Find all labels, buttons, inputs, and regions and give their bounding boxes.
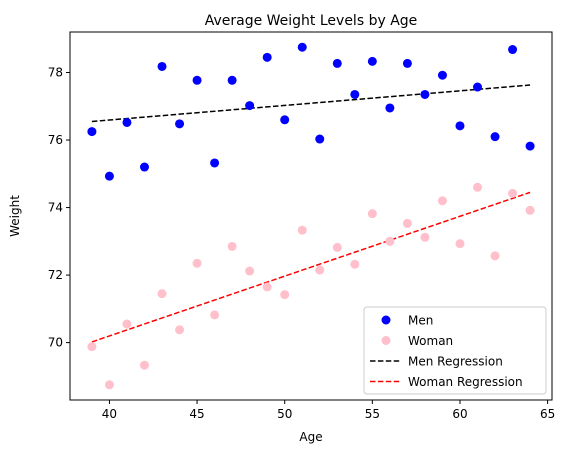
scatter-point-0-1 bbox=[104, 171, 114, 181]
scatter-point-0-13 bbox=[315, 134, 325, 144]
scatter-point-0-2 bbox=[122, 117, 132, 127]
scatter-point-1-7 bbox=[210, 310, 220, 320]
scatter-point-0-25 bbox=[525, 141, 535, 151]
axis-ticks: 40 45 50 55 60 65 70 72 74 76 78 bbox=[48, 66, 556, 421]
scatter-point-1-12 bbox=[297, 225, 307, 235]
regression-line-3 bbox=[91, 191, 531, 343]
legend: Men Woman Men Regression Woman Regression bbox=[363, 306, 547, 395]
y-axis-title: Weight bbox=[8, 195, 22, 237]
scatter-point-1-18 bbox=[402, 218, 412, 228]
legend-label-1: Woman bbox=[408, 334, 453, 348]
scatter-point-0-11 bbox=[280, 115, 290, 125]
scatter-point-1-2 bbox=[122, 319, 132, 329]
scatter-point-0-20 bbox=[437, 70, 447, 80]
scatter-point-0-16 bbox=[367, 56, 377, 66]
scatter-point-0-0 bbox=[87, 127, 97, 137]
scatter-point-1-14 bbox=[332, 242, 342, 252]
scatter-point-1-8 bbox=[227, 241, 237, 251]
scatter-point-1-19 bbox=[420, 232, 430, 242]
legend-marker-0 bbox=[381, 315, 391, 325]
scatter-point-0-10 bbox=[262, 52, 272, 62]
x-tick-label: 55 bbox=[365, 407, 380, 421]
scatter-point-0-3 bbox=[139, 162, 149, 172]
y-tick-label: 72 bbox=[48, 268, 63, 282]
chart-title: Average Weight Levels by Age bbox=[205, 13, 418, 29]
scatter-point-0-23 bbox=[490, 132, 500, 142]
legend-marker-1 bbox=[381, 336, 391, 345]
scatter-point-0-12 bbox=[297, 42, 307, 52]
scatter-point-1-20 bbox=[437, 196, 447, 206]
scatter-point-1-10 bbox=[262, 282, 272, 292]
scatter-point-1-17 bbox=[385, 236, 395, 246]
y-tick-label: 76 bbox=[48, 133, 63, 147]
scatter-point-0-21 bbox=[455, 121, 465, 131]
legend-label-3: Woman Regression bbox=[408, 375, 523, 389]
scatter-point-0-19 bbox=[420, 89, 430, 99]
x-axis-title: Age bbox=[299, 430, 322, 444]
axes-frame bbox=[69, 31, 553, 401]
legend-label-2: Men Regression bbox=[408, 355, 503, 369]
scatter-point-0-6 bbox=[192, 75, 202, 85]
x-tick-label: 40 bbox=[102, 407, 117, 421]
scatter-point-1-3 bbox=[139, 360, 149, 370]
scatter-point-1-6 bbox=[192, 258, 202, 268]
scatter-point-1-24 bbox=[508, 188, 518, 198]
scatter-point-1-0 bbox=[87, 342, 97, 352]
scatter-point-1-1 bbox=[104, 380, 114, 390]
scatter-point-0-22 bbox=[473, 82, 483, 92]
scatter-point-1-15 bbox=[350, 259, 360, 269]
scatter-point-0-5 bbox=[175, 119, 185, 129]
x-tick-label: 60 bbox=[452, 407, 467, 421]
scatter-point-1-5 bbox=[175, 325, 185, 335]
scatter-point-0-8 bbox=[227, 75, 237, 85]
scatter-point-0-9 bbox=[245, 101, 255, 111]
x-tick-label: 45 bbox=[189, 407, 204, 421]
y-tick-label: 70 bbox=[48, 336, 63, 350]
regression-line-2 bbox=[91, 84, 531, 123]
scatter-point-1-4 bbox=[157, 289, 167, 299]
scatter-point-1-16 bbox=[367, 209, 377, 219]
scatter-point-0-18 bbox=[402, 58, 412, 68]
scatter-point-1-22 bbox=[473, 182, 483, 192]
legend-box bbox=[363, 306, 547, 395]
scatter-point-0-24 bbox=[508, 45, 518, 55]
x-tick-label: 65 bbox=[540, 407, 555, 421]
scatter-point-1-25 bbox=[525, 205, 535, 215]
scatter-point-1-11 bbox=[280, 290, 290, 300]
scatter-point-1-23 bbox=[490, 251, 500, 261]
scatter-point-1-9 bbox=[245, 266, 255, 276]
scatter-point-0-4 bbox=[157, 61, 167, 71]
y-tick-label: 78 bbox=[48, 66, 63, 80]
scatter-point-0-17 bbox=[385, 103, 395, 113]
y-tick-label: 74 bbox=[48, 201, 63, 215]
plot-area bbox=[87, 42, 535, 390]
legend-label-0: Men bbox=[408, 314, 433, 328]
scatter-point-0-15 bbox=[350, 89, 360, 99]
scatter-point-0-14 bbox=[332, 58, 342, 68]
x-tick-label: 50 bbox=[277, 407, 292, 421]
scatter-point-0-7 bbox=[210, 158, 220, 168]
scatter-point-1-13 bbox=[315, 265, 325, 275]
scatter-point-1-21 bbox=[455, 239, 465, 249]
